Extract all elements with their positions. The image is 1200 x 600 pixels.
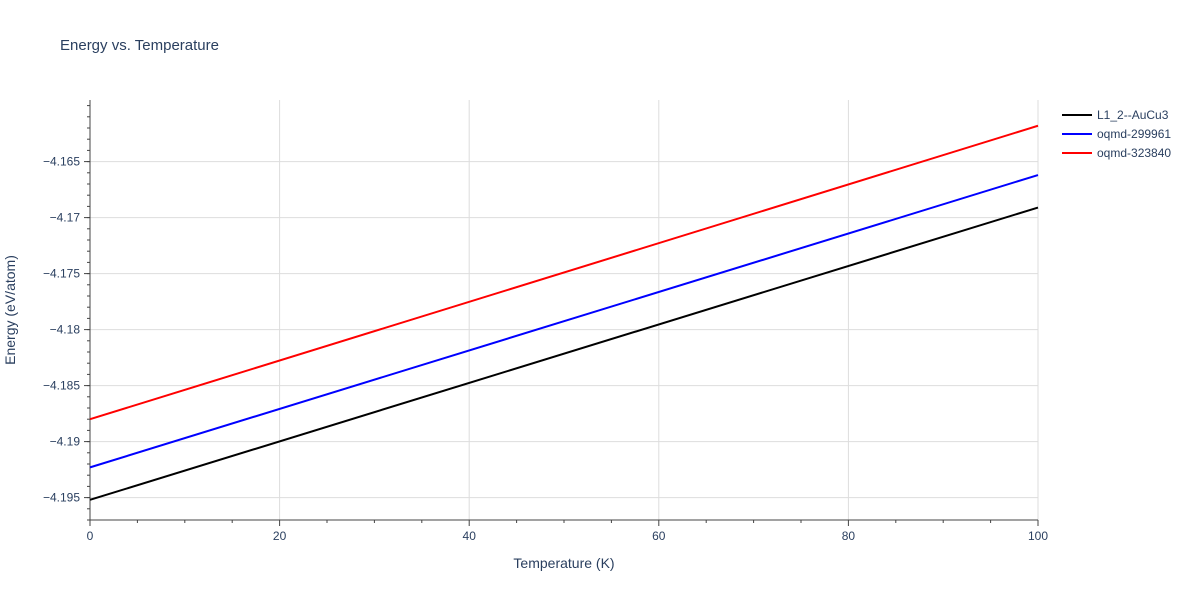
y-tick-label: −4.175	[43, 267, 80, 281]
series-line	[89, 124, 1039, 421]
x-tick-label: 0	[87, 529, 94, 543]
legend-label: oqmd-299961	[1097, 127, 1171, 141]
x-tick-label: 100	[1028, 529, 1048, 543]
y-tick-label: −4.19	[50, 435, 81, 449]
axes: 0 20 40 60 80 100 −4.195 −4.19 −4.185 −4.18 −4.175…	[43, 100, 1048, 543]
legend-label: oqmd-323840	[1097, 146, 1171, 160]
series-line	[89, 174, 1039, 469]
y-tick-label: −4.17	[50, 211, 81, 225]
x-tick-label: 40	[463, 529, 477, 543]
chart-title: Energy vs. Temperature	[60, 37, 219, 54]
y-tick-label: −4.185	[43, 379, 80, 393]
x-tick-label: 60	[652, 529, 666, 543]
y-tick-label: −4.195	[43, 491, 80, 505]
y-axis-title: Energy (eV/atom)	[2, 255, 18, 365]
x-tick-label: 20	[273, 529, 287, 543]
y-tick-label: −4.165	[43, 155, 80, 169]
series-line	[89, 206, 1039, 501]
x-axis-title: Temperature (K)	[513, 555, 614, 571]
legend: L1_2--AuCu3 oqmd-299961 oqmd-323840	[1062, 108, 1171, 160]
grid	[90, 100, 1039, 520]
legend-label: L1_2--AuCu3	[1097, 108, 1169, 122]
series	[89, 124, 1039, 501]
x-tick-label: 80	[842, 529, 856, 543]
y-tick-label: −4.18	[50, 323, 81, 337]
